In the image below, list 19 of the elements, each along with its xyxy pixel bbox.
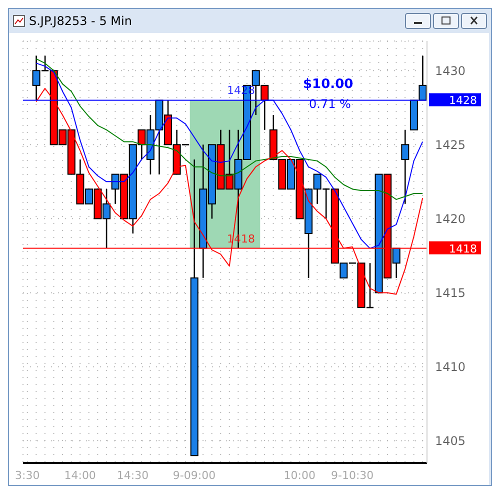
y-tick-label: 1420 [435, 212, 466, 226]
y-tick-label: 1405 [435, 434, 466, 448]
y-tick-label: 1415 [435, 286, 466, 300]
annotation: $10.00 [303, 77, 354, 92]
text: 1428 [449, 94, 477, 108]
x-tick-label: 14:30 [116, 468, 149, 482]
y-tick-label: 1430 [435, 64, 466, 78]
y-tick-label: 1425 [435, 138, 466, 152]
line-series [36, 58, 424, 200]
x-tick-label: 14:00 [64, 468, 96, 482]
x-tick-label: 10:00 [284, 468, 316, 482]
candlestick [401, 129, 410, 205]
x-tick-label: 3:30 [15, 468, 40, 482]
x-tick-label: 9-09:00 [172, 468, 216, 482]
candlestick [418, 55, 427, 101]
chart-title: S.JP.J8253 - 5 Min [29, 14, 133, 28]
x-tick-label: 9-10:30 [331, 468, 374, 482]
y-tick-label: 1410 [435, 360, 466, 374]
text: 1418 [449, 242, 477, 256]
